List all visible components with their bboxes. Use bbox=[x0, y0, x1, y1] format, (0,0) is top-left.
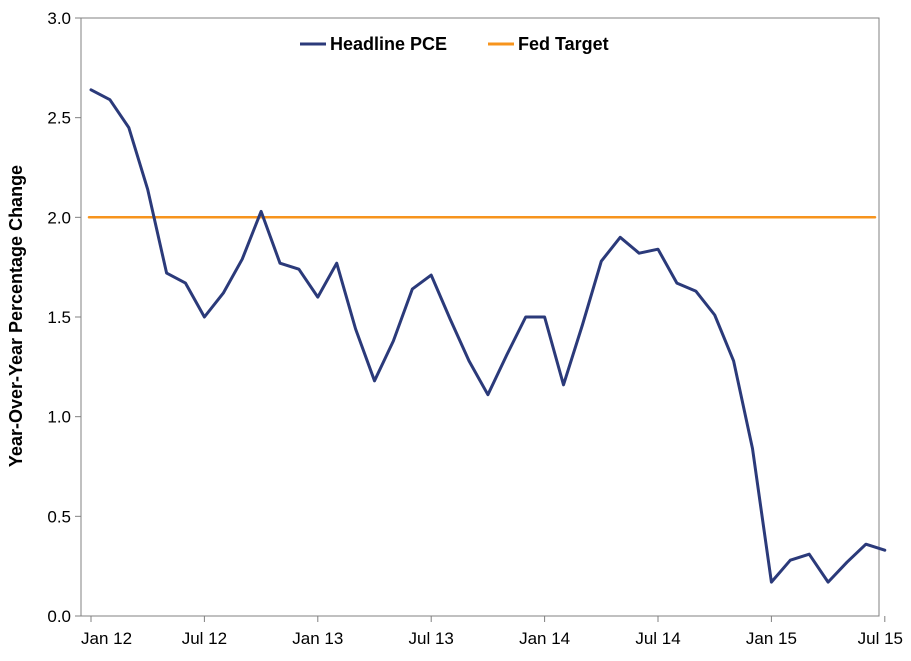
y-tick-label: 2.5 bbox=[47, 109, 71, 128]
plot-area-frame bbox=[80, 17, 880, 617]
y-tick-label: 1.5 bbox=[47, 308, 71, 327]
x-tick-label: Jul 14 bbox=[635, 629, 680, 648]
y-tick-label: 3.0 bbox=[47, 9, 71, 28]
y-tick-label: 0.5 bbox=[47, 507, 71, 526]
x-tick-label: Jan 12 bbox=[81, 629, 132, 648]
y-tick-label: 1.0 bbox=[47, 408, 71, 427]
series-layer bbox=[87, 88, 887, 584]
x-tick-label: Jan 14 bbox=[519, 629, 570, 648]
legend: Headline PCE Fed Target bbox=[300, 34, 609, 54]
y-axis-label: Year-Over-Year Percentage Change bbox=[6, 165, 26, 467]
x-tick-label: Jul 12 bbox=[182, 629, 227, 648]
x-tick-label: Jul 15 bbox=[858, 629, 903, 648]
y-tick-label: 2.0 bbox=[47, 208, 71, 227]
legend-label-fed-target: Fed Target bbox=[518, 34, 609, 54]
y-tick-label: 0.0 bbox=[47, 607, 71, 626]
x-tick-label: Jan 15 bbox=[746, 629, 797, 648]
legend-label-headline-pce: Headline PCE bbox=[330, 34, 447, 54]
x-tick-label: Jan 13 bbox=[292, 629, 343, 648]
x-tick-label: Jul 13 bbox=[409, 629, 454, 648]
axes: 0.0 0.5 1.0 1.5 2.0 2.5 3.0 Jan 12 Jul 12 Jan 13 J… bbox=[47, 9, 903, 648]
series-line-headline-pce bbox=[89, 88, 887, 584]
